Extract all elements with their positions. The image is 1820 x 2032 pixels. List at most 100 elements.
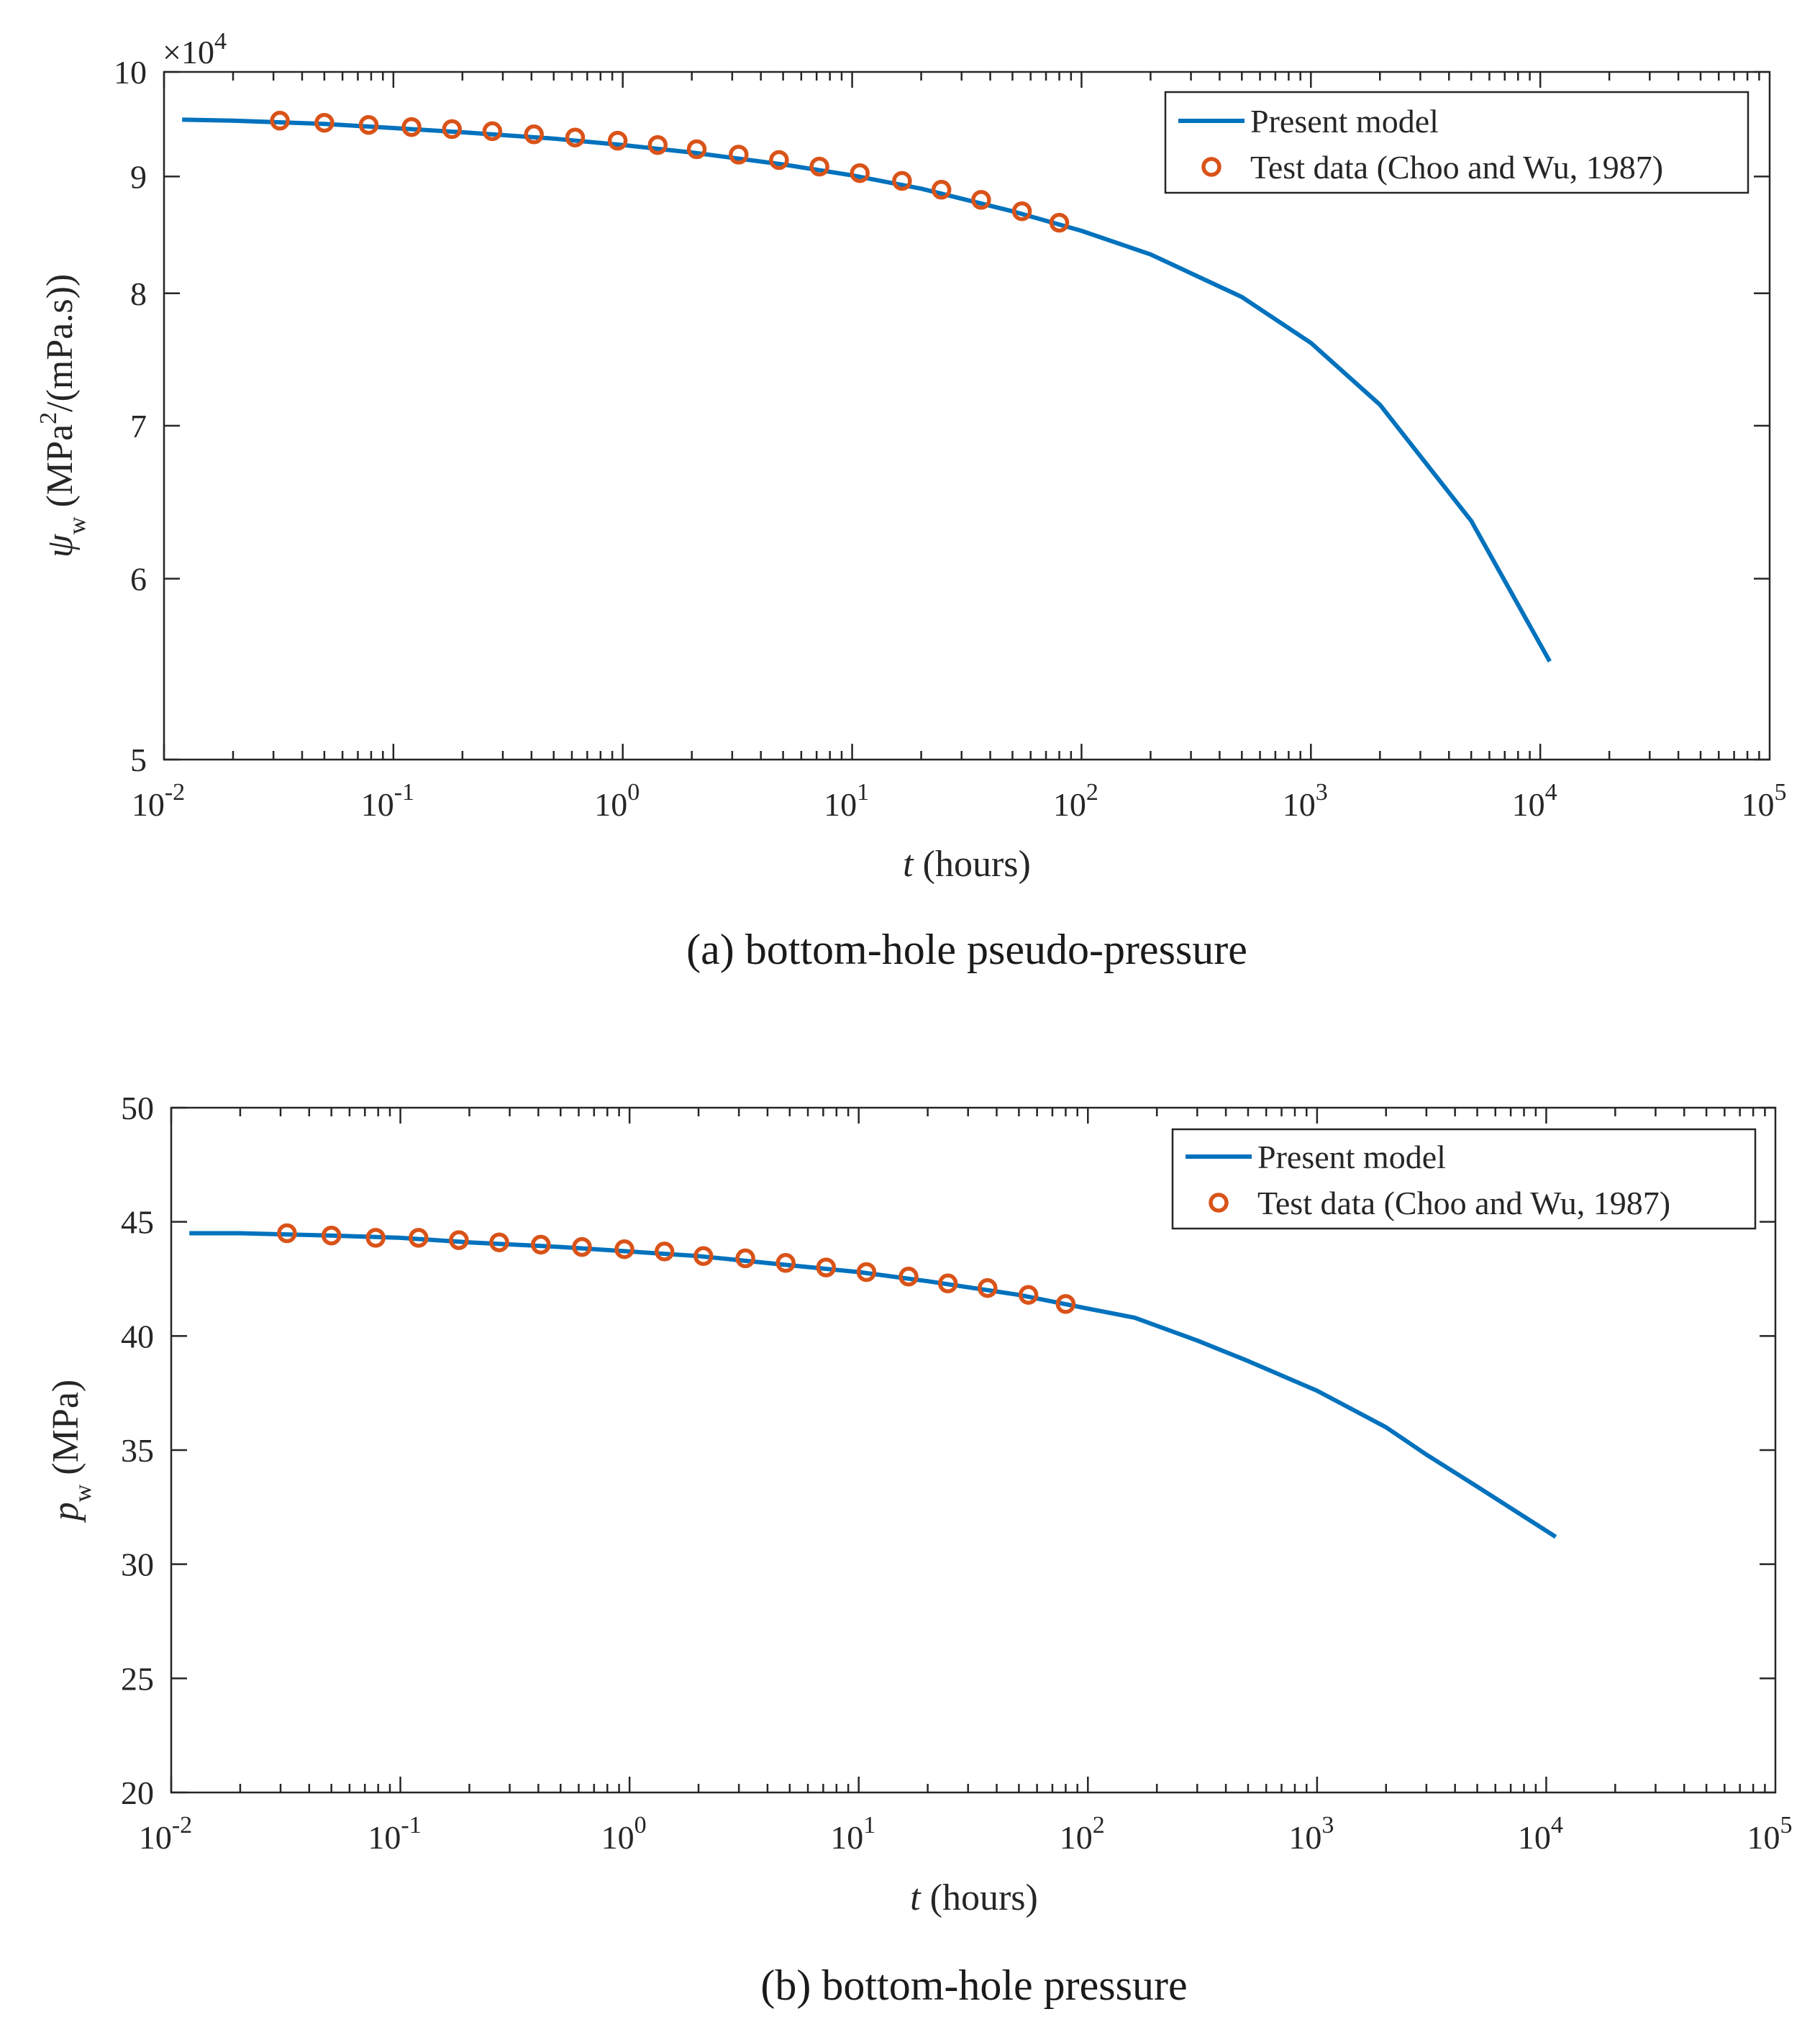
x-tick-exponent: 5 — [1775, 779, 1787, 806]
x-tick-base: 10 — [361, 786, 394, 823]
panel-a-legend-box — [1164, 91, 1750, 194]
a-y-tick-label: 8 — [130, 275, 147, 312]
b-y-tick-label: 25 — [121, 1660, 154, 1697]
x-tick-exponent: 1 — [857, 779, 869, 806]
x-tick-exponent: 0 — [634, 1812, 647, 1839]
x-tick-base: 10 — [1060, 1819, 1093, 1856]
b-y-tick-label: 40 — [121, 1318, 154, 1354]
a-test-data-point — [1011, 201, 1032, 222]
x-tick-base: 10 — [132, 786, 165, 823]
a-y-tick-label: 6 — [130, 561, 147, 598]
x-tick-base: 10 — [824, 786, 857, 823]
panel-b-y-axis-title: pw (MPa) — [45, 1380, 96, 1523]
b-test-data-point — [856, 1262, 877, 1282]
b-test-data-point — [277, 1223, 297, 1244]
a-test-data-point — [524, 124, 544, 145]
x-tick-base: 10 — [1747, 1819, 1780, 1856]
x-tick-exponent: 4 — [1545, 779, 1557, 806]
panel-a-plot-frame — [163, 70, 1771, 761]
b-x-tick-label: 10-2 — [139, 1812, 192, 1856]
b-test-data-point — [978, 1277, 998, 1298]
b-x-tick-label: 101 — [830, 1812, 875, 1856]
x-tick-base: 10 — [1053, 786, 1086, 823]
x-tick-base: 10 — [830, 1819, 863, 1856]
a-test-data-point — [607, 130, 628, 151]
b-x-tick-label: 100 — [601, 1812, 647, 1856]
a-y-tick-label: 7 — [130, 408, 147, 445]
x-tick-base: 10 — [1742, 786, 1775, 823]
x-tick-exponent: 2 — [1093, 1812, 1105, 1839]
b-y-tick-label: 30 — [121, 1546, 154, 1583]
panel-a-legend-label-model: Present model — [1250, 103, 1439, 140]
panel-b-legend: Present model Test data (Choo and Wu, 19… — [1171, 1128, 1757, 1230]
panel-a-x-tick-labels: 10-2 10-1 100 101 102 103 104 105 — [132, 779, 1787, 823]
a-test-data-point — [401, 117, 422, 137]
x-tick-base: 10 — [1518, 1819, 1551, 1856]
x-tick-exponent: 1 — [863, 1812, 875, 1839]
b-x-tick-label: 103 — [1288, 1812, 1334, 1856]
b-test-data-point — [409, 1228, 429, 1248]
x-tick-base: 10 — [139, 1819, 172, 1856]
b-test-data-point — [614, 1239, 634, 1259]
panel-a-y-tick-labels: 5 6 7 8 9 10 — [114, 54, 147, 778]
b-test-data-point — [816, 1257, 837, 1277]
panel-b-legend-box — [1171, 1128, 1757, 1230]
a-x-tick-label: 101 — [824, 779, 869, 823]
panel-a-y-axis-title: ψw (MPa2/(mPa.s)) — [35, 274, 91, 558]
panel-b-x-tick-labels: 10-2 10-1 100 101 102 103 104 105 — [139, 1812, 1793, 1856]
b-test-data-point — [531, 1234, 551, 1255]
a-x-tick-label: 10-2 — [132, 779, 185, 823]
x-tick-exponent: 3 — [1316, 779, 1328, 806]
b-test-data-point — [898, 1267, 919, 1287]
a-x-tick-label: 104 — [1512, 779, 1557, 823]
panel-b-legend-label-model: Present model — [1257, 1139, 1446, 1175]
panel-a-series — [182, 111, 1552, 662]
b-test-data-point — [572, 1236, 592, 1257]
a-test-data-point — [686, 139, 707, 160]
a-test-data-point — [270, 111, 290, 131]
a-test-data-point — [931, 180, 952, 200]
a-y-tick-label: 9 — [130, 158, 147, 195]
b-test-data-point — [937, 1273, 958, 1294]
panel-a-legend: Present model Test data (Choo and Wu, 19… — [1164, 91, 1750, 194]
x-tick-exponent: -2 — [165, 779, 185, 806]
b-y-tick-label: 35 — [121, 1432, 154, 1469]
x-tick-base: 10 — [1512, 786, 1545, 823]
b-test-data-point — [449, 1230, 469, 1250]
a-test-data-point — [971, 190, 991, 210]
panel-a-y-multiplier: ×104 — [163, 28, 227, 70]
x-tick-exponent: 2 — [1086, 779, 1098, 806]
b-x-tick-label: 105 — [1747, 1812, 1793, 1856]
b-test-data-point — [693, 1246, 714, 1267]
x-tick-base: 10 — [368, 1819, 401, 1856]
a-y-tick-label: 5 — [130, 742, 147, 778]
a-x-tick-label: 100 — [594, 779, 640, 823]
panel-a-legend-label-test: Test data (Choo and Wu, 1987) — [1250, 149, 1663, 186]
b-x-tick-label: 10-1 — [368, 1812, 421, 1856]
a-test-data-point — [358, 114, 379, 135]
x-tick-base: 10 — [601, 1819, 634, 1856]
panel-b-caption: (b) bottom-hole pressure — [760, 1962, 1187, 2009]
x-tick-base: 10 — [594, 786, 627, 823]
a-y-tick-label: 10 — [114, 54, 147, 91]
b-test-data-point — [735, 1248, 755, 1269]
a-test-data-point — [892, 170, 912, 191]
b-test-data-point — [489, 1232, 509, 1252]
panel-a-ticks — [163, 70, 1770, 761]
a-x-tick-label: 102 — [1053, 779, 1098, 823]
panel-a-caption: (a) bottom-hole pseudo-pressure — [686, 926, 1247, 973]
x-tick-exponent: 0 — [627, 779, 640, 806]
b-x-tick-label: 102 — [1060, 1812, 1105, 1856]
b-test-data-point — [1018, 1285, 1039, 1305]
a-test-data-point — [850, 163, 870, 183]
b-y-tick-label: 20 — [121, 1774, 154, 1811]
a-test-data-point — [729, 145, 749, 165]
panel-a-legend-marker-swatch — [1201, 157, 1221, 177]
x-tick-exponent: -1 — [394, 779, 414, 806]
a-series-present-model-line — [182, 117, 1552, 662]
panel-b-legend-label-test: Test data (Choo and Wu, 1987) — [1257, 1185, 1670, 1221]
x-tick-base: 10 — [1288, 1819, 1321, 1856]
x-tick-exponent: -2 — [172, 1812, 192, 1839]
